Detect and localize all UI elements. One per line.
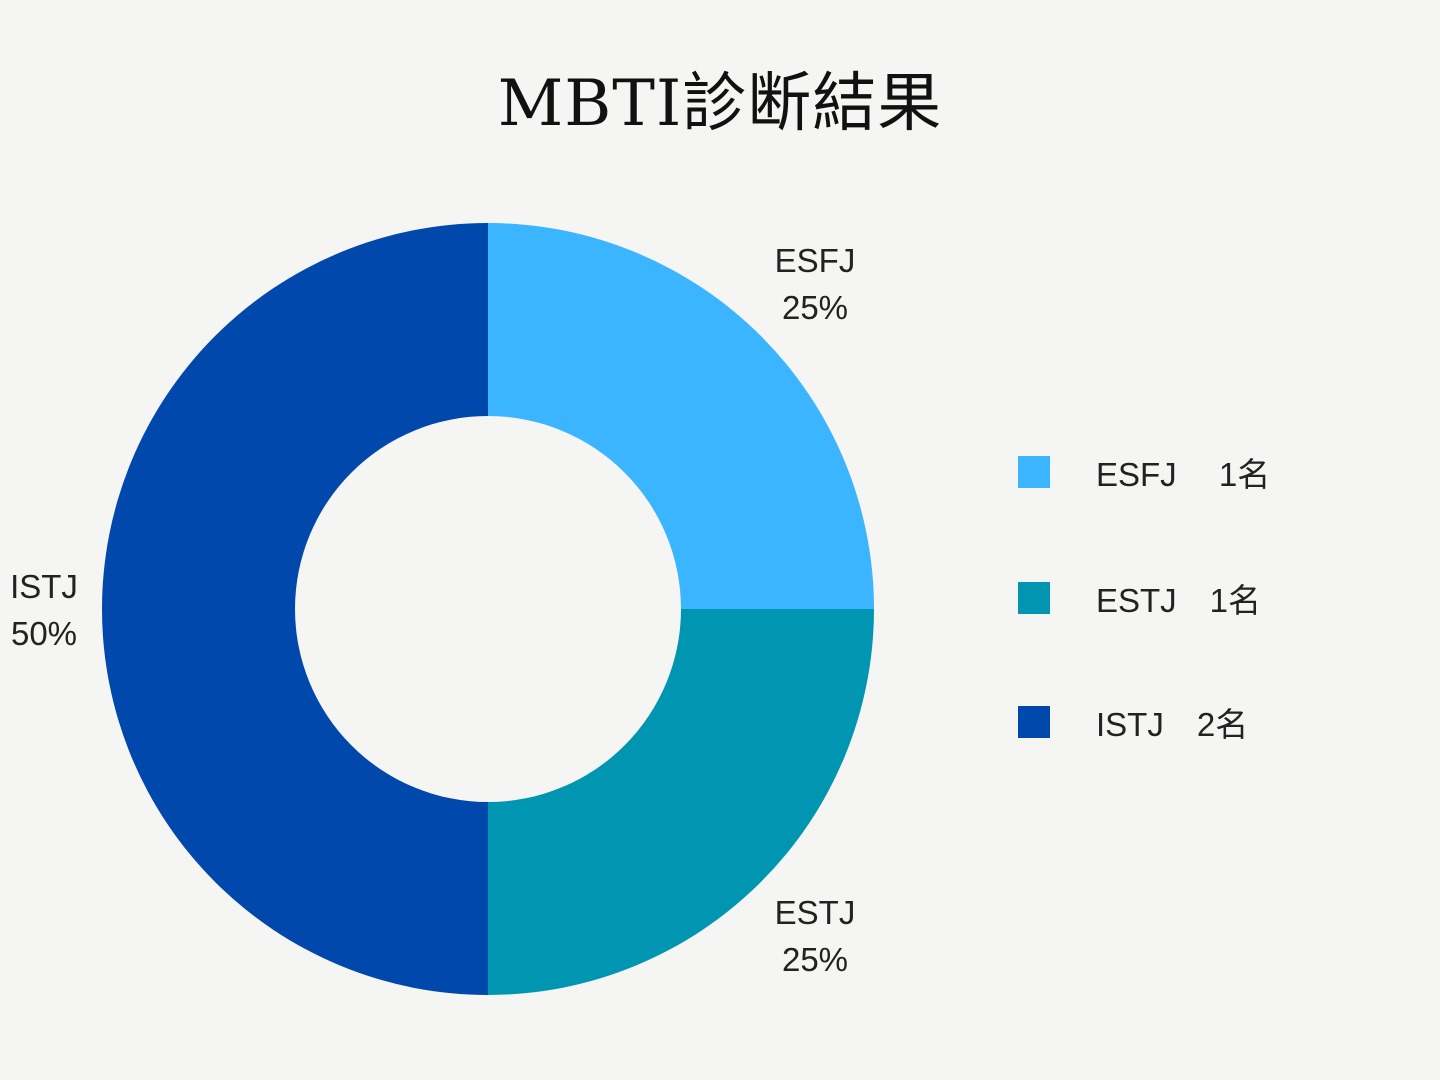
legend-label-esfj: ESFJ 1名 bbox=[1096, 456, 1271, 493]
legend-swatch-esfj bbox=[1018, 456, 1050, 488]
slice-label-esfj: ESFJ bbox=[775, 242, 856, 279]
slice-label-istj: ISTJ bbox=[10, 568, 78, 605]
legend-swatch-estj bbox=[1018, 582, 1050, 614]
donut-slices bbox=[102, 223, 874, 995]
slice-percent-esfj: 25% bbox=[782, 289, 848, 326]
legend-item-estj: ESTJ 1名 bbox=[1018, 578, 1261, 619]
legend-item-esfj: ESFJ 1名 bbox=[1018, 452, 1270, 493]
donut-slice-esfj bbox=[488, 223, 874, 609]
slice-percent-istj: 50% bbox=[11, 615, 77, 652]
legend-label-istj: ISTJ 2名 bbox=[1096, 706, 1249, 743]
legend-label-estj: ESTJ 1名 bbox=[1096, 582, 1262, 619]
slice-label-estj: ESTJ bbox=[775, 894, 856, 931]
legend-swatch-istj bbox=[1018, 706, 1050, 738]
legend-item-istj: ISTJ 2名 bbox=[1018, 702, 1248, 743]
slice-labels: ESFJ 25% ESTJ 25% ISTJ 50% bbox=[10, 242, 855, 978]
slice-percent-estj: 25% bbox=[782, 941, 848, 978]
chart-title: MBTI診断結果 bbox=[497, 67, 943, 141]
donut-slice-estj bbox=[488, 609, 874, 995]
donut-slice-istj bbox=[102, 223, 488, 995]
